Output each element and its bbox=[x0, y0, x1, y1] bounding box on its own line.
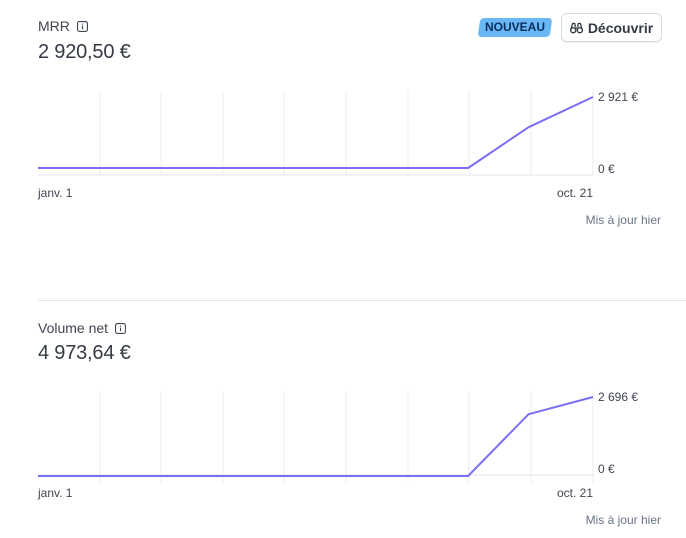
mrr-series-line bbox=[38, 96, 594, 169]
mrr-chart: 2 921 € 0 € janv. 1 oct. 21 bbox=[37, 90, 638, 200]
x-axis-start-label: janv. 1 bbox=[37, 186, 73, 200]
updated-label: Mis à jour hier bbox=[585, 213, 661, 227]
mrr-card: MRR 2 920,50 € NOUVEAU Découvrir 2 921 €… bbox=[37, 13, 662, 227]
card-title: Volume net bbox=[38, 320, 109, 336]
discover-button-label: Découvrir bbox=[587, 19, 654, 36]
card-title: MRR bbox=[38, 18, 70, 34]
y-axis-bottom-label: 0 € bbox=[598, 162, 615, 176]
y-axis-top-label: 2 921 € bbox=[598, 90, 638, 104]
updated-label: Mis à jour hier bbox=[585, 513, 661, 527]
binoculars-icon bbox=[569, 22, 583, 33]
net-volume-value: 4 973,64 € bbox=[38, 342, 131, 364]
net-volume-chart: 2 696 € 0 € janv. 1 oct. 21 bbox=[37, 390, 638, 500]
info-icon[interactable] bbox=[115, 322, 127, 334]
chart-grid bbox=[99, 91, 594, 175]
x-axis-end-label: oct. 21 bbox=[557, 486, 593, 500]
volume-title-row: Volume net bbox=[38, 320, 127, 336]
x-axis-start-label: janv. 1 bbox=[37, 486, 73, 500]
mrr-title-row: MRR bbox=[38, 18, 88, 34]
info-icon[interactable] bbox=[76, 20, 88, 32]
net-volume-series-line bbox=[38, 396, 594, 477]
discover-button[interactable]: Découvrir bbox=[561, 13, 662, 42]
y-axis-top-label: 2 696 € bbox=[598, 390, 638, 404]
net-volume-card: Volume net 4 973,64 € 2 696 € 0 € janv. … bbox=[0, 302, 686, 538]
y-axis-bottom-label: 0 € bbox=[598, 462, 615, 476]
x-axis-end-label: oct. 21 bbox=[557, 186, 593, 200]
chart-grid bbox=[99, 391, 594, 483]
card-divider bbox=[38, 300, 686, 301]
mrr-value: 2 920,50 € bbox=[38, 41, 131, 63]
